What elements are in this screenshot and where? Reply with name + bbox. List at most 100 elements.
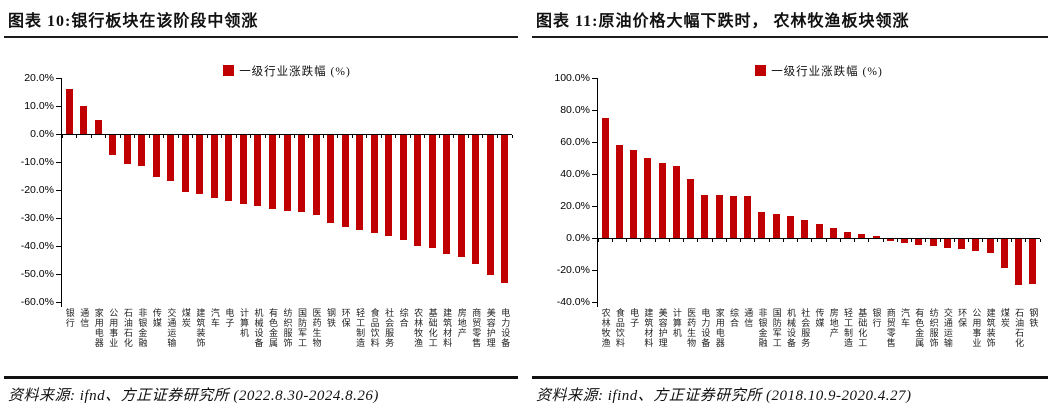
category-label: 基础化工 — [427, 308, 438, 348]
category-label: 医药生物 — [686, 308, 697, 348]
x-axis-tick — [409, 135, 411, 138]
category-label: 纺织服饰 — [282, 308, 293, 348]
category-label: 有色金属 — [267, 308, 278, 348]
x-axis-baseline — [598, 238, 1040, 239]
y-tick-label: 10.0% — [24, 99, 54, 112]
x-axis-tick — [597, 239, 599, 242]
x-axis-baseline — [62, 134, 512, 135]
category-label: 环保 — [957, 308, 968, 328]
bar — [370, 135, 378, 233]
category-label: 社会服务 — [800, 308, 811, 348]
y-axis-tick — [592, 109, 597, 111]
bar — [958, 239, 966, 250]
y-axis-line — [61, 78, 62, 307]
bar — [196, 135, 204, 194]
x-axis-tick — [177, 135, 179, 138]
bar — [644, 158, 652, 238]
bottom-divider — [4, 376, 518, 379]
y-axis-line — [597, 78, 598, 307]
x-axis-tick — [896, 239, 898, 242]
x-axis-tick — [134, 135, 136, 138]
bar — [472, 135, 480, 264]
x-axis-tick — [148, 135, 150, 138]
x-axis-tick — [250, 135, 252, 138]
category-label: 交通运输 — [166, 308, 177, 348]
category-label: 家用电器 — [93, 308, 104, 348]
bar — [758, 212, 766, 238]
category-label: 银行 — [871, 308, 882, 328]
y-axis-tick — [56, 161, 61, 163]
x-axis-tick — [654, 239, 656, 242]
y-tick-label: 20.0% — [560, 199, 590, 212]
y-axis-tick — [592, 205, 597, 207]
category-label: 计算机 — [238, 308, 249, 338]
x-axis-tick — [968, 239, 970, 242]
category-label: 美容护理 — [657, 308, 668, 348]
bar — [385, 135, 393, 236]
bar — [1000, 239, 1008, 268]
bar — [844, 231, 852, 238]
category-label: 国防军工 — [771, 308, 782, 348]
bar — [152, 135, 160, 177]
x-axis-tick — [626, 239, 628, 242]
legend: 一级行业涨跌幅 (%) — [598, 62, 1040, 78]
y-axis-tick — [56, 105, 61, 107]
y-tick-label: 20.0% — [24, 71, 54, 84]
bar — [615, 145, 623, 238]
y-axis-tick — [56, 245, 61, 247]
bar — [80, 106, 88, 134]
chart-title: 图表 10:银行板块在该阶段中领涨 — [8, 13, 259, 30]
bar — [457, 135, 465, 257]
bar — [254, 135, 262, 207]
bar — [986, 239, 994, 254]
y-tick-label: -40.0% — [20, 239, 54, 252]
y-axis-tick — [56, 189, 61, 191]
x-axis-tick — [163, 135, 165, 138]
bar — [658, 162, 666, 238]
x-axis-tick — [811, 239, 813, 242]
x-axis-tick — [453, 135, 455, 138]
x-axis-tick — [725, 239, 727, 242]
category-label: 公用事业 — [108, 308, 119, 348]
bar — [630, 150, 638, 238]
title-divider — [532, 36, 1048, 38]
category-label: 煤炭 — [180, 308, 191, 328]
category-label: 基础化工 — [857, 308, 868, 348]
category-label: 房地产 — [828, 308, 839, 338]
bar — [65, 89, 73, 134]
bar — [341, 135, 349, 228]
x-axis-tick — [482, 135, 484, 138]
x-axis-tick — [640, 239, 642, 242]
bar — [268, 135, 276, 210]
bar — [687, 178, 695, 238]
category-label: 建筑材料 — [442, 308, 453, 348]
legend-label: 一级行业涨跌幅 (%) — [771, 66, 883, 78]
bar — [486, 135, 494, 275]
x-axis-tick — [683, 239, 685, 242]
x-axis-tick — [611, 239, 613, 242]
category-label: 农林牧渔 — [600, 308, 611, 348]
bar — [443, 135, 451, 254]
bar — [414, 135, 422, 246]
bar — [786, 215, 794, 238]
bar — [167, 135, 175, 182]
bar — [729, 196, 737, 238]
bar — [123, 135, 131, 165]
x-axis-tick — [740, 239, 742, 242]
x-axis-tick — [982, 239, 984, 242]
category-label: 房地产 — [456, 308, 467, 338]
category-label: 建筑装饰 — [195, 308, 206, 348]
bar — [181, 135, 189, 193]
category-label: 计算机 — [671, 308, 682, 338]
source-note: 资料来源: ifnd、方正证券研究所 (2022.8.30-2024.8.26) — [8, 388, 379, 404]
bar — [399, 135, 407, 240]
category-label: 电子 — [224, 308, 235, 328]
category-label: 商贸零售 — [885, 308, 896, 348]
category-label: 非银金融 — [757, 308, 768, 348]
category-label: 非银金融 — [137, 308, 148, 348]
y-axis-tick — [56, 133, 61, 135]
x-axis-tick — [264, 135, 266, 138]
x-axis-tick — [438, 135, 440, 138]
bar — [601, 118, 609, 238]
bar — [701, 194, 709, 238]
